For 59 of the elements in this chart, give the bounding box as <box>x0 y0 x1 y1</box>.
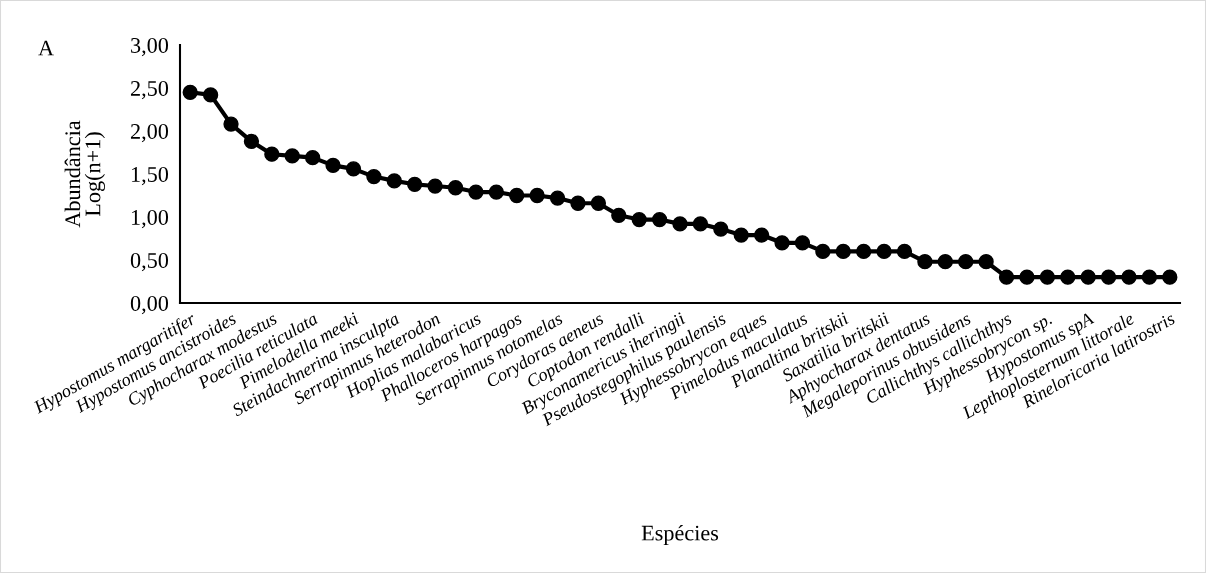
point <box>611 207 627 223</box>
chart-title: A <box>38 40 54 56</box>
point <box>305 150 321 166</box>
point <box>1060 269 1076 285</box>
point <box>284 148 300 164</box>
point <box>549 190 566 206</box>
point <box>794 235 811 251</box>
point <box>407 176 423 192</box>
point <box>876 243 892 260</box>
point <box>631 211 647 228</box>
point <box>774 235 790 251</box>
y-axis-title: Abundância Log(n+1) <box>64 120 105 228</box>
point <box>468 184 484 200</box>
point <box>1039 269 1055 285</box>
point <box>264 146 280 162</box>
point <box>835 243 851 260</box>
point <box>182 84 198 100</box>
point <box>1121 269 1137 285</box>
point <box>815 243 831 260</box>
point <box>427 178 443 194</box>
point <box>386 173 402 189</box>
y-tick-label: 3,00 <box>131 37 169 57</box>
point <box>651 211 668 228</box>
point <box>856 243 872 260</box>
point <box>223 116 239 132</box>
point <box>488 184 504 200</box>
x-axis-title: Espécies <box>641 524 719 546</box>
point <box>958 254 974 270</box>
point <box>1019 269 1035 285</box>
y-tick-label: 1,50 <box>131 166 169 186</box>
point <box>917 254 933 270</box>
point <box>325 157 341 174</box>
point <box>937 254 953 270</box>
y-tick-label: 0,50 <box>130 252 169 272</box>
point <box>713 221 729 237</box>
point <box>590 195 607 211</box>
point <box>1162 269 1178 285</box>
point <box>753 227 770 243</box>
point <box>243 133 260 149</box>
point <box>447 180 464 196</box>
y-tick-label: 2,00 <box>130 123 169 143</box>
point <box>509 187 525 204</box>
point <box>733 227 749 243</box>
point <box>672 216 688 232</box>
point <box>896 243 913 260</box>
point <box>998 269 1015 285</box>
y-tick-label: 0,00 <box>130 295 169 315</box>
point <box>202 87 219 103</box>
point <box>1100 269 1117 285</box>
point <box>345 161 362 177</box>
point <box>692 216 709 232</box>
point <box>366 168 382 185</box>
point <box>978 254 994 270</box>
point <box>1080 269 1096 285</box>
point <box>529 187 545 204</box>
point <box>1141 269 1158 285</box>
y-tick-label: 2,50 <box>130 80 169 100</box>
y-tick-label: 1,00 <box>131 209 169 229</box>
point <box>570 195 586 211</box>
